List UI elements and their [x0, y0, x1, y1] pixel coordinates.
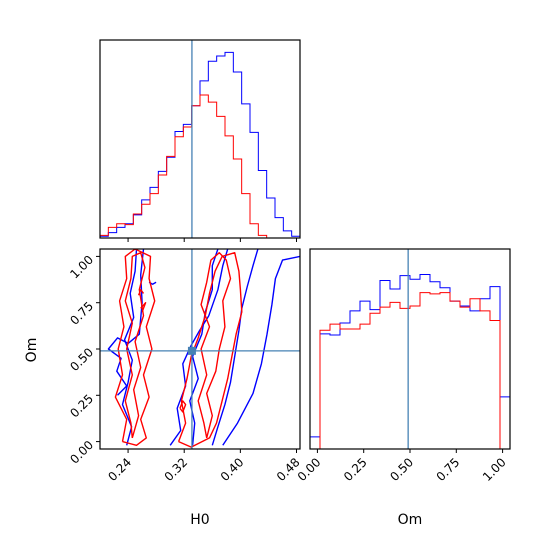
- contours-group: [107, 249, 300, 448]
- contour-0-2: [169, 249, 229, 446]
- tick-label-om-x-1: 0.25: [341, 455, 370, 484]
- tick-label-h0-2: 0.40: [218, 455, 247, 484]
- contour-1-2: [114, 249, 156, 446]
- hist-om-group: [310, 273, 510, 449]
- tick-label-om-x-3: 0.75: [434, 455, 463, 484]
- tick-label-h0-0: 0.24: [105, 455, 134, 484]
- hist-h0-series-0: [100, 51, 300, 238]
- contour-1-1: [124, 252, 146, 439]
- x-axis-label-om: Om: [398, 512, 423, 528]
- tick-label-om-y-1: 0.25: [67, 392, 96, 421]
- hist-h0-group: [100, 51, 300, 238]
- tick-label-om-x-4: 1.00: [480, 455, 509, 484]
- tick-label-h0-1: 0.32: [162, 455, 191, 484]
- tick-label-om-y-0: 0.00: [67, 438, 96, 467]
- contour-0-3: [211, 249, 259, 446]
- contour-0-1: [121, 249, 138, 446]
- tick-label-om-x-2: 0.50: [387, 455, 416, 484]
- tick-label-om-x-0: 0.00: [295, 455, 324, 484]
- tick-label-om-y-3: 0.75: [67, 299, 96, 328]
- frame-top: [99, 39, 301, 239]
- contour-1-4: [179, 400, 187, 413]
- hist-om-series-1: [310, 292, 510, 449]
- truth-marker: [187, 346, 196, 355]
- contour-1-6: [140, 302, 147, 313]
- contour-0-5: [107, 249, 145, 396]
- tick-label-om-y-2: 0.50: [67, 345, 96, 374]
- contour-1-0: [197, 252, 232, 439]
- x-axis-label-h0: H0: [190, 512, 209, 528]
- contour-0-4: [222, 255, 300, 446]
- hist-h0-series-1: [100, 94, 300, 238]
- y-axis-label-om: Om: [24, 338, 40, 363]
- contour-1-5: [137, 289, 145, 296]
- contour-1-3: [177, 252, 243, 448]
- tick-label-om-y-4: 1.00: [67, 253, 96, 282]
